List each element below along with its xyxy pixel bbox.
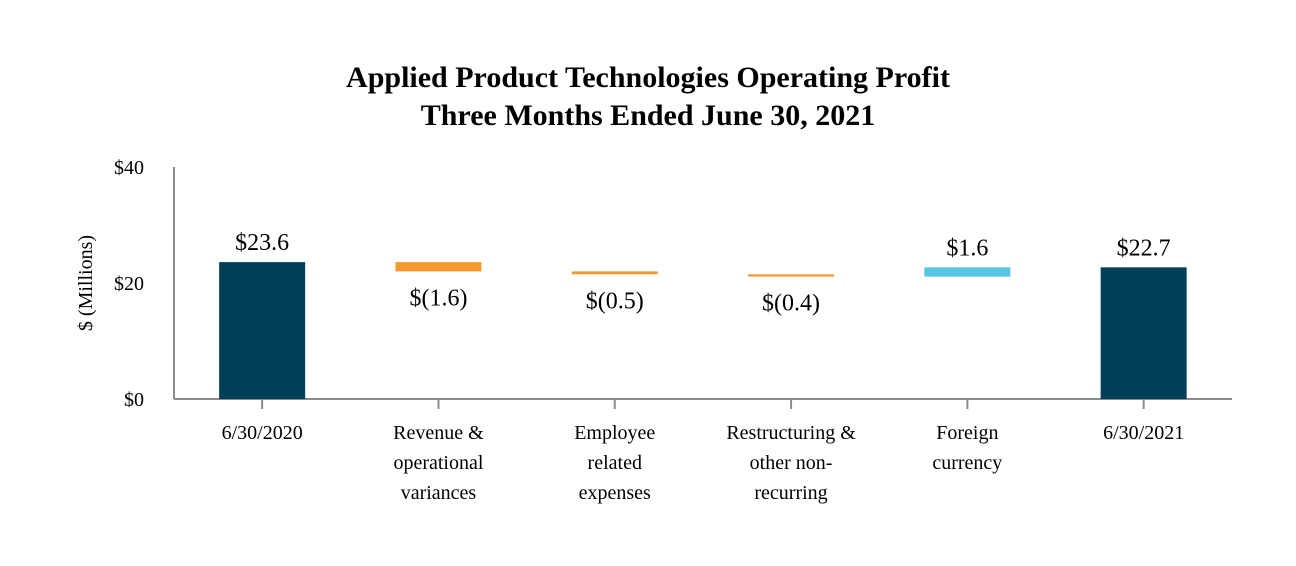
- x-tick-label: Revenue & operational variances: [393, 422, 484, 504]
- x-tick-label-line: 6/30/2020: [222, 422, 303, 444]
- x-tick-label-line: operational: [393, 452, 483, 474]
- y-tick-label: $20: [114, 273, 144, 295]
- data-label: $1.6: [946, 235, 988, 261]
- y-axis-label: $ (Millions): [75, 235, 97, 331]
- data-label: $(0.4): [762, 291, 820, 317]
- x-tick-label-line: 6/30/2021: [1103, 422, 1184, 444]
- bar: [1100, 267, 1187, 399]
- x-tick-label: Employee related expenses: [574, 422, 655, 504]
- bar: [571, 271, 658, 275]
- x-tick-label-line: Restructuring &: [726, 422, 856, 444]
- x-tick-label-line: variances: [401, 482, 477, 504]
- y-tick-label: $0: [124, 389, 144, 411]
- x-tick-label-line: Employee: [574, 422, 655, 444]
- chart-subtitle: Three Months Ended June 30, 2021: [420, 99, 876, 132]
- x-tick-label-line: Revenue &: [393, 422, 484, 444]
- bar: [395, 262, 482, 272]
- x-tick-label: Foreign currency: [932, 422, 1002, 474]
- bar: [219, 262, 306, 399]
- bar: [748, 274, 835, 277]
- x-tick-label-line: Foreign: [936, 422, 998, 444]
- x-tick-label-line: currency: [932, 452, 1002, 474]
- data-label: $23.6: [235, 230, 289, 256]
- x-tick-label: 6/30/2021: [1103, 422, 1184, 444]
- bar: [924, 267, 1011, 277]
- x-tick-label: Restructuring & other non-recurring: [726, 422, 856, 504]
- x-tick-label: 6/30/2020: [222, 422, 303, 444]
- data-label: $22.7: [1117, 235, 1171, 261]
- y-tick-label: $40: [114, 157, 144, 179]
- chart-title: Applied Product Technologies Operating P…: [346, 61, 950, 94]
- data-label: $(0.5): [586, 288, 644, 314]
- x-tick-label-line: other non-: [750, 452, 833, 474]
- x-tick-label-line: related: [588, 452, 642, 474]
- x-tick-label-line: expenses: [579, 482, 651, 504]
- data-label: $(1.6): [409, 285, 467, 311]
- x-tick-label-line: recurring: [754, 482, 827, 504]
